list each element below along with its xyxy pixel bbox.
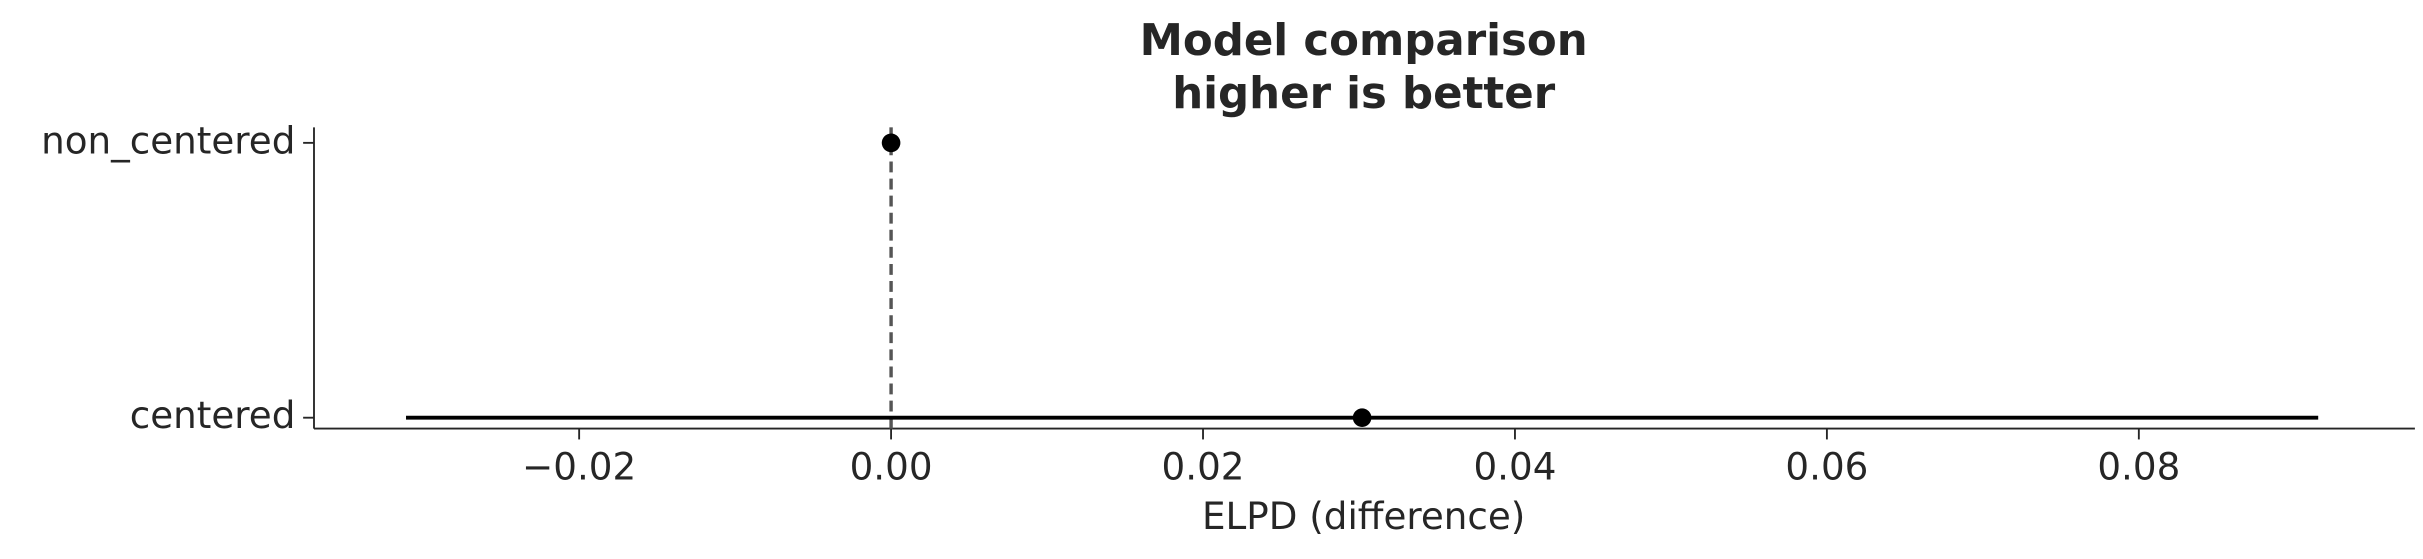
chart-subtitle: higher is better (1172, 69, 1556, 119)
x-tick-label: −0.02 (522, 444, 636, 488)
y-tick-label: non_centered (41, 118, 295, 162)
x-axis-label: ELPD (difference) (1202, 494, 1525, 538)
x-tick-label: 0.06 (1785, 444, 1868, 488)
point (881, 133, 901, 153)
chart-title: Model comparison (1140, 16, 1588, 66)
point (1352, 408, 1372, 428)
x-tick-label: 0.02 (1162, 444, 1245, 488)
x-tick-label: 0.04 (1473, 444, 1556, 488)
x-tick-label: 0.08 (2097, 444, 2180, 488)
y-tick-label: centered (130, 393, 296, 437)
x-tick-label: 0.00 (850, 444, 933, 488)
